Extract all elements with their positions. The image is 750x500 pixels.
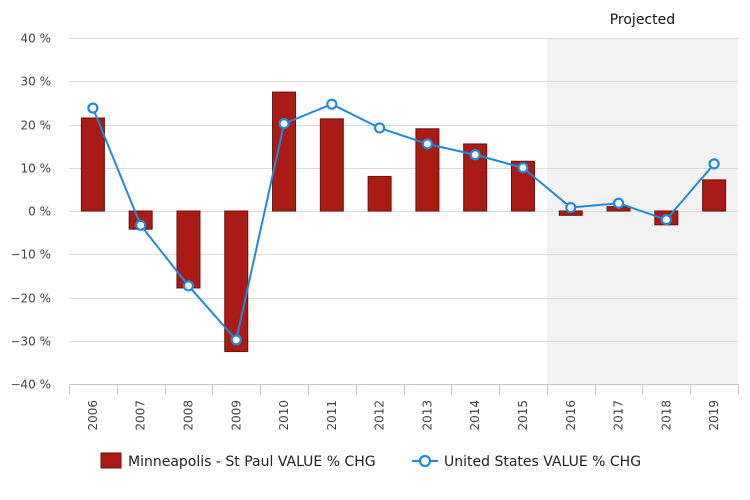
point-2010 xyxy=(278,118,290,130)
x-tick-label: 2007 xyxy=(134,400,148,431)
point-2016 xyxy=(565,201,577,214)
point-2008 xyxy=(182,280,195,292)
x-tick-label: 2013 xyxy=(420,400,434,431)
us-series-line xyxy=(91,103,715,341)
x-tick-label: 2015 xyxy=(516,400,530,431)
x-tick-label: 2008 xyxy=(181,400,195,431)
x-tick-label: 2014 xyxy=(468,400,482,431)
legend-swatch-minneapolis xyxy=(100,452,122,469)
x-tick-label: 2019 xyxy=(707,400,721,431)
y-tick-label: 30 % xyxy=(21,75,52,89)
bar-2013 xyxy=(415,128,440,212)
point-2019 xyxy=(708,158,720,170)
point-2012 xyxy=(374,122,386,134)
y-tick-label: 10 % xyxy=(21,162,52,176)
axis-layer: −40 % −30 % −20 % −10 % 0 % 10 % 20 % 30 % 40 % 2… xyxy=(10,32,739,431)
y-tick-label: −10 % xyxy=(10,248,51,262)
legend-label-minneapolis: Minneapolis - St Paul VALUE % CHG xyxy=(128,454,376,470)
legend: Minneapolis - St Paul VALUE % CHG United … xyxy=(100,452,641,470)
x-tick-label: 2016 xyxy=(564,400,578,431)
legend-label-us: United States VALUE % CHG xyxy=(444,454,641,470)
x-tick-label: 2018 xyxy=(659,400,673,431)
bar-2006 xyxy=(80,117,105,212)
line-layer xyxy=(87,98,720,346)
y-tick-label: −30 % xyxy=(10,335,51,349)
x-tick-label: 2012 xyxy=(373,400,387,431)
point-2007 xyxy=(135,219,147,231)
y-tick-label: 20 % xyxy=(21,119,52,133)
point-2014 xyxy=(469,149,481,161)
point-2009 xyxy=(230,334,242,346)
x-tick-label: 2006 xyxy=(86,400,100,431)
point-2013 xyxy=(421,138,433,150)
bar-layer xyxy=(80,91,727,353)
bar-2019 xyxy=(702,179,727,212)
point-2006 xyxy=(87,102,99,114)
point-2017 xyxy=(612,197,625,209)
bar-2012 xyxy=(367,175,392,212)
bar-2010 xyxy=(272,91,297,212)
y-tick-label: −40 % xyxy=(10,378,51,392)
point-2015 xyxy=(517,162,529,174)
bar-2014 xyxy=(463,143,488,212)
y-tick-label: 0 % xyxy=(28,205,51,219)
x-tick-label: 2017 xyxy=(612,400,626,431)
x-tick-label: 2011 xyxy=(325,400,339,431)
legend-marker-us xyxy=(418,454,432,468)
point-2018 xyxy=(660,214,672,226)
y-tick-label: −20 % xyxy=(10,292,51,306)
projected-label: Projected xyxy=(610,12,675,28)
y-tick-label: 40 % xyxy=(21,32,52,46)
point-2011 xyxy=(326,98,338,110)
bar-2011 xyxy=(319,118,344,212)
x-tick-label: 2009 xyxy=(229,400,243,431)
x-tick-label: 2010 xyxy=(277,400,291,431)
